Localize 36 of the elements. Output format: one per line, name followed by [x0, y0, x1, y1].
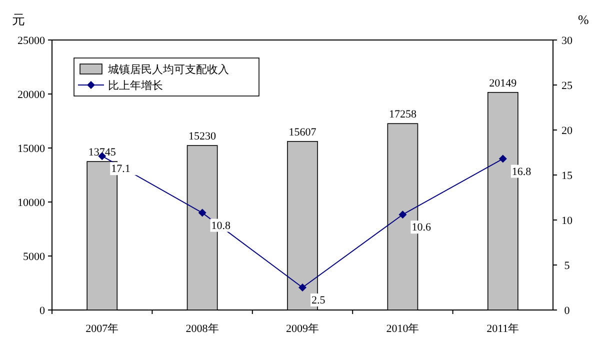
x-tick-label: 2011年 — [486, 323, 520, 335]
data-label: 17.1 — [111, 163, 130, 176]
x-tick-label: 2007年 — [86, 323, 119, 335]
x-tick-label: 2009年 — [286, 323, 319, 335]
y2-tick-label: 20 — [562, 125, 573, 137]
y2-tick-label: 0 — [564, 305, 570, 317]
x-tick-label: 2008年 — [186, 323, 219, 335]
y-tick-label: 25000 — [18, 35, 46, 47]
legend-label: 城镇居民人均可支配收入 — [107, 63, 229, 76]
data-label: 17258 — [388, 108, 417, 121]
y-axis-title: 元 — [12, 12, 25, 27]
y2-tick-label: 10 — [562, 215, 573, 227]
x-tick-label: 2010年 — [386, 323, 420, 335]
data-label: 10.8 — [211, 220, 232, 232]
data-label: 15607 — [288, 126, 317, 138]
y2-axis-title: % — [578, 12, 589, 27]
y-tick-label: 15000 — [18, 143, 46, 155]
y2-tick-label: 30 — [562, 35, 573, 47]
legend-label: 比上年增长 — [108, 79, 163, 92]
y-tick-label: 10000 — [18, 197, 46, 209]
point — [198, 208, 206, 217]
data-label: 10.6 — [412, 222, 432, 234]
y2-tick-label: 15 — [562, 170, 573, 182]
y2-tick-label: 25 — [562, 80, 573, 92]
point — [398, 210, 407, 219]
data-label: 13745 — [88, 146, 116, 159]
data-label: 16.8 — [512, 166, 532, 178]
y-tick-label: 5000 — [23, 251, 46, 263]
point — [498, 154, 507, 163]
data-label: 2.5 — [312, 294, 326, 306]
point — [298, 284, 306, 292]
y-tick-label: 0 — [40, 305, 46, 317]
y-tick-label: 20000 — [18, 89, 46, 101]
data-label: 15230 — [188, 130, 217, 143]
data-label: 20149 — [489, 77, 518, 90]
y2-tick-label: 5 — [564, 260, 570, 272]
